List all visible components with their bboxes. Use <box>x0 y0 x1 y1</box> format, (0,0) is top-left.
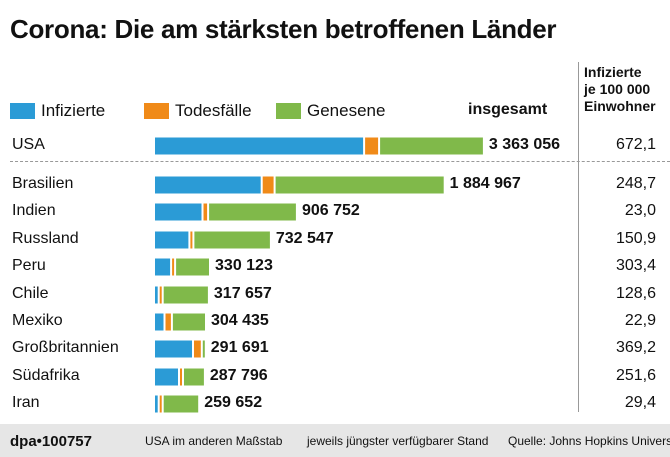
country-label: USA <box>12 136 45 153</box>
bar-infizierte-5 <box>155 286 158 304</box>
column-divider <box>578 62 579 412</box>
total-value-label: 287 796 <box>209 367 268 384</box>
bar-genesene-5 <box>163 286 208 304</box>
total-value-label: 291 691 <box>210 339 269 356</box>
legend-label-todesfaelle: Todesfälle <box>175 101 252 120</box>
per-100000-value: 128,6 <box>615 285 656 302</box>
bar-genesene-4 <box>176 258 209 276</box>
per-100000-value: 248,7 <box>615 175 656 192</box>
per-100000-value: 369,2 <box>615 339 656 356</box>
country-label: Indien <box>12 202 56 219</box>
country-label: Iran <box>12 394 40 411</box>
country-label: Mexiko <box>12 312 63 329</box>
bar-todesfälle-0 <box>365 137 379 155</box>
total-value-label: 3 363 056 <box>488 136 561 153</box>
country-label: Russland <box>12 230 79 247</box>
total-value-label: 732 547 <box>275 230 334 247</box>
bar-genesene-1 <box>275 176 444 194</box>
legend-item-infizierte: Infizierte <box>10 101 105 121</box>
per-100000-value: 29,4 <box>624 394 656 411</box>
bar-genesene-7 <box>202 340 205 358</box>
bar-genesene-9 <box>163 395 199 413</box>
footer-note-stand: jeweils jüngster verfügbarer Stand <box>307 434 489 448</box>
bar-todesfälle-8 <box>180 368 182 386</box>
bar-infizierte-3 <box>155 231 189 249</box>
bar-infizierte-1 <box>155 176 261 194</box>
total-value-label: 330 123 <box>215 257 273 274</box>
bar-infizierte-9 <box>155 395 158 413</box>
chart-title: Corona: Die am stärksten betroffenen Län… <box>10 14 557 44</box>
country-label: Großbritannien <box>12 339 119 356</box>
per-100000-value: 150,9 <box>615 230 656 247</box>
bar-infizierte-2 <box>155 203 202 221</box>
bar-genesene-3 <box>194 231 270 249</box>
country-label: Peru <box>12 257 46 274</box>
bar-infizierte-8 <box>155 368 178 386</box>
total-value-label: 1 884 967 <box>449 175 521 192</box>
per-100000-value: 672,1 <box>615 136 656 153</box>
bar-todesfälle-5 <box>159 286 162 304</box>
total-value-label: 906 752 <box>301 202 360 219</box>
legend-swatch-todesfaelle <box>144 103 169 119</box>
per-100000-value: 23,0 <box>624 202 656 219</box>
bar-todesfälle-6 <box>165 313 171 331</box>
total-value-label: 304 435 <box>210 312 269 329</box>
bar-todesfälle-3 <box>190 231 193 249</box>
legend-swatch-genesene <box>276 103 301 119</box>
bar-infizierte-4 <box>155 258 171 276</box>
bar-todesfälle-9 <box>159 395 162 413</box>
bar-todesfälle-1 <box>262 176 274 194</box>
footer-brand: dpa•100757 <box>10 433 92 450</box>
legend-label-genesene: Genesene <box>307 101 386 120</box>
footer-note-scale: USA im anderen Maßstab <box>145 434 283 448</box>
legend-item-todesfaelle: Todesfälle <box>144 101 252 121</box>
per-100000-header-line3: Einwohner <box>584 98 656 114</box>
footer: dpa•100757 USA im anderen Maßstab jeweil… <box>0 424 670 457</box>
bar-genesene-2 <box>209 203 296 221</box>
total-value-label: 259 652 <box>204 394 263 411</box>
total-header: insgesamt <box>468 101 548 118</box>
bar-todesfälle-2 <box>203 203 208 221</box>
per-100000-header-line2: je 100 000 <box>584 81 651 97</box>
country-label: Brasilien <box>12 175 74 192</box>
country-label: Südafrika <box>12 367 80 384</box>
bar-area <box>155 137 483 413</box>
total-value-label: 317 657 <box>213 285 272 302</box>
chart-rows: USA 3 363 056 672,1 Brasilien 1 884 967 248,7… <box>12 136 656 413</box>
country-label: Chile <box>12 285 49 302</box>
per-100000-header: Infizierte je 100 000 Einwohner <box>584 64 668 115</box>
per-100000-header-line1: Infizierte <box>584 64 642 80</box>
bar-todesfälle-7 <box>194 340 201 358</box>
per-100000-value: 251,6 <box>615 367 656 384</box>
legend-item-genesene: Genesene <box>276 101 385 121</box>
bar-genesene-8 <box>184 368 204 386</box>
legend-swatch-infizierte <box>10 103 35 119</box>
per-100000-value: 303,4 <box>615 257 656 274</box>
bar-infizierte-7 <box>155 340 192 358</box>
usa-separator <box>10 161 670 162</box>
bar-infizierte-0 <box>155 137 364 155</box>
legend-label-infizierte: Infizierte <box>41 101 106 120</box>
footer-source: Quelle: Johns Hopkins University <box>508 434 670 448</box>
bar-genesene-0 <box>380 137 483 155</box>
bar-infizierte-6 <box>155 313 164 331</box>
bar-todesfälle-4 <box>172 258 175 276</box>
bar-genesene-6 <box>172 313 205 331</box>
per-100000-value: 22,9 <box>624 312 656 329</box>
